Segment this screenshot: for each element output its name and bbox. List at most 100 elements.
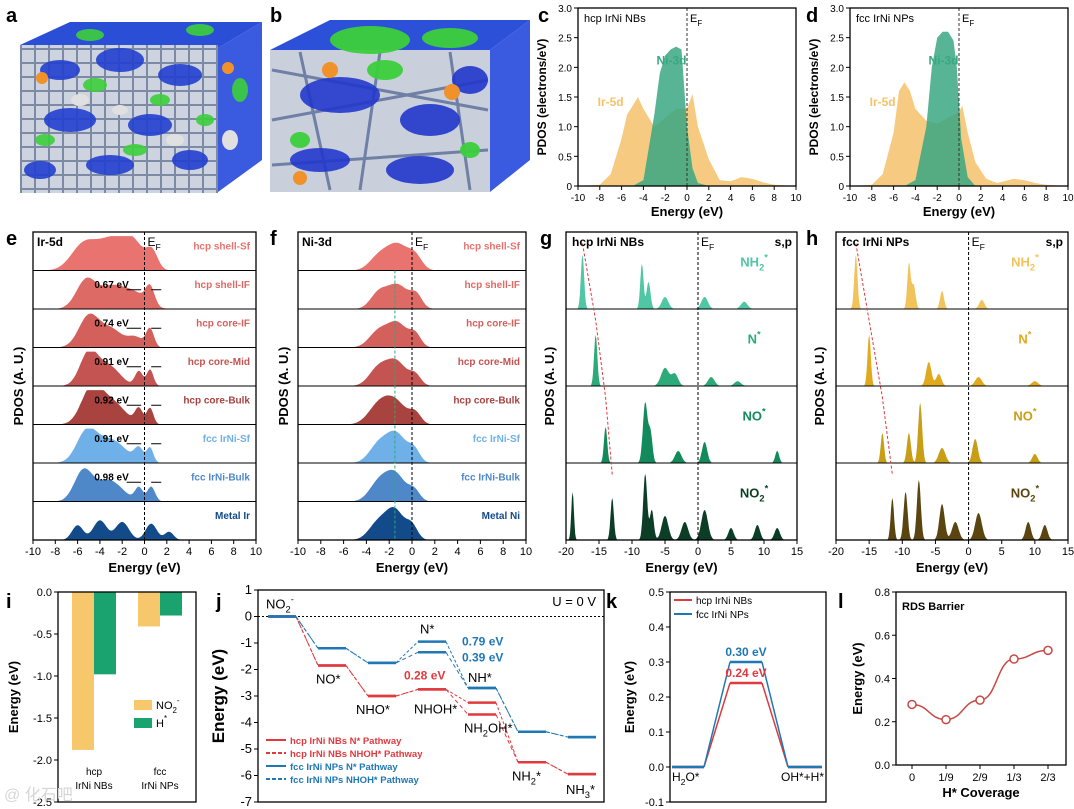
x-tick-label: -8 — [867, 193, 876, 204]
chem-sup: * — [762, 407, 766, 417]
x-tick-label: -5 — [660, 546, 670, 558]
x-tick-label: 1/3 — [1006, 772, 1021, 784]
x-tick-label: 2 — [432, 546, 438, 558]
x-tick-label: -10 — [25, 546, 41, 558]
layer-label: fcc IrNi-Sf — [203, 434, 251, 445]
chem-sub: 3 — [585, 790, 590, 800]
x-tick-label: -4 — [95, 546, 105, 558]
y-tick-label: -0.5 — [33, 629, 52, 641]
x-tick-label: 8 — [500, 546, 506, 558]
pdos-layer — [298, 469, 526, 502]
y-tick-label: 0.2 — [649, 692, 664, 704]
barrier-label: 0.79 eV — [462, 635, 503, 649]
y-tick-label: 3.0 — [830, 4, 844, 15]
chem-main: NO — [156, 700, 173, 712]
panel-b-structure — [270, 20, 530, 192]
x-tick-label: -5 — [931, 546, 941, 558]
pdos-layer — [33, 468, 256, 502]
panel-letter-g: g — [540, 228, 552, 250]
y-tick-label: 2.5 — [558, 34, 572, 45]
x-tick-label: -10 — [624, 546, 640, 558]
panel-c-chart: -10 -8 -6 -4 -2 0 2 4 6 8 10 0 0.5 1.0 1.5 2.0 2.5 3.0 hcp… — [535, 4, 802, 219]
y-axis-label: PDOS (electrons/eV) — [807, 39, 821, 156]
x-tick-label: -8 — [595, 193, 604, 204]
category-label: IrNi NBs — [75, 781, 112, 792]
intermediate-label: NO* — [316, 672, 341, 687]
panel-title: hcp IrNi NBs — [572, 235, 644, 249]
intermediate-label: NO2- — [266, 595, 294, 615]
chem-sub: 2 — [173, 706, 177, 715]
x-tick-label: 0 — [695, 546, 701, 558]
panel-letter-l: l — [838, 591, 844, 613]
chem-main: NH — [464, 721, 483, 736]
x-tick-label: 2 — [978, 193, 984, 204]
x-tick-label: -2 — [933, 193, 942, 204]
x-tick-label: 15 — [791, 546, 803, 558]
chem-main: NH — [740, 255, 759, 270]
panel-letter-f: f — [270, 228, 277, 250]
y-axis-label: Energy (eV) — [850, 642, 865, 714]
adsorbate-label: N* — [748, 330, 761, 347]
intermediate-label: NH3* — [566, 782, 595, 800]
ef-sub: F — [423, 242, 428, 252]
x-tick-label: 1/9 — [938, 772, 953, 784]
y-tick-label: 0 — [566, 182, 572, 193]
intermediate-label: NHO* — [356, 702, 390, 717]
chem-main: N* — [420, 622, 434, 637]
x-tick-label: -4 — [362, 546, 372, 558]
layer-label: hcp core-Bulk — [453, 395, 520, 406]
pdos-layer — [33, 390, 256, 425]
x-tick-label: -15 — [861, 546, 877, 558]
y-tick-label: 0.6 — [875, 630, 890, 642]
chem-main: NH — [512, 768, 531, 783]
barrier-label: 0.30 eV — [725, 645, 766, 659]
x-tick-label: 0 — [956, 193, 962, 204]
dband-gap-label: 0.67 eV — [94, 280, 129, 291]
panel-title: Ni-3d — [302, 235, 332, 249]
chem-main: NH — [1011, 255, 1030, 270]
data-point — [1009, 654, 1019, 664]
chem-tail: * — [536, 768, 541, 783]
x-tick-label: 4 — [455, 546, 461, 558]
adsorbate-label: NO* — [743, 407, 767, 424]
chem-tail: O* — [685, 770, 699, 784]
y-axis-label: PDOS (electrons/eV) — [535, 39, 549, 156]
y-tick-label: 0.5 — [830, 152, 844, 163]
y-tick-label: -7 — [240, 794, 252, 809]
legend-label: fcc IrNi NPs NHOH* Pathway — [290, 775, 420, 786]
x-tick-label: -10 — [571, 193, 586, 204]
panel-letter-d: d — [806, 5, 818, 27]
layer-label: hcp shell-IF — [464, 280, 520, 291]
chem-sub: 2 — [286, 605, 291, 615]
connector — [761, 682, 789, 768]
layer-label: hcp shell-IF — [194, 280, 250, 291]
ef-sub: F — [697, 19, 702, 28]
legend-label: NO2- — [156, 696, 180, 715]
y-tick-label: -5 — [240, 741, 252, 756]
x-tick-label: 6 — [477, 546, 483, 558]
connector — [761, 661, 789, 768]
barrier-label: 0.39 eV — [462, 651, 503, 665]
y-axis-label: Energy (eV) — [622, 661, 637, 733]
ef-main: E — [701, 235, 709, 249]
state-label: OH*+H* — [781, 770, 824, 784]
x-tick-label: -20 — [558, 546, 574, 558]
ir-5d-label: Ir-5d — [598, 95, 624, 109]
panel-a-structure — [20, 22, 262, 193]
layer-label: hcp shell-Sf — [193, 241, 250, 252]
intermediate-label: NH2* — [512, 768, 541, 786]
ir-5d-label: Ir-5d — [870, 95, 896, 109]
layer-label: fcc IrNi-Sf — [473, 434, 521, 445]
y-tick-label: 0.0 — [875, 760, 890, 772]
axis-frame — [57, 591, 197, 803]
fermi-level-label: EF — [148, 235, 161, 252]
trend-curve — [911, 649, 1049, 721]
pdos-layer — [836, 479, 1068, 540]
ni-3d-label: Ni-3d — [928, 53, 958, 67]
fermi-level-label: EF — [962, 13, 974, 28]
y-tick-label: -1 — [240, 635, 252, 650]
dband-gap-label: 0.91 eV — [94, 434, 129, 445]
chem-sup: * — [764, 253, 768, 263]
pdos-layer — [298, 283, 526, 309]
